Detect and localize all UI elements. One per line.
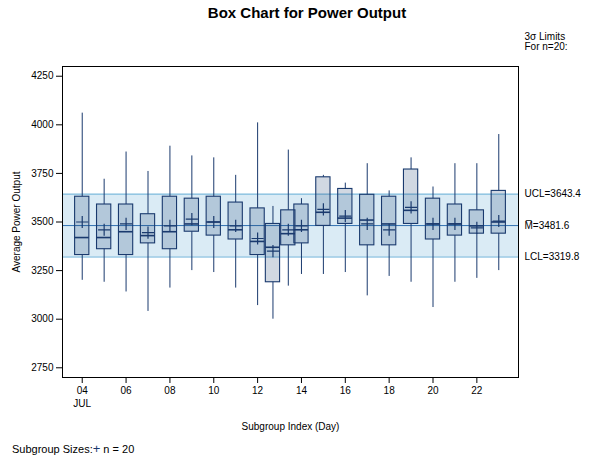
svg-text:16: 16 (340, 385, 352, 396)
html-text:Box Chart for Power Output: Box Chart for Power Output (207, 4, 407, 21)
svg-text:M̅=3481.6: M̅=3481.6 (525, 220, 570, 231)
svg-text:12: 12 (252, 385, 264, 396)
svg-text:3000: 3000 (31, 313, 54, 324)
svg-text:14: 14 (296, 385, 308, 396)
svg-text:08: 08 (164, 385, 176, 396)
svg-text:3250: 3250 (31, 265, 54, 276)
svg-text:22: 22 (471, 385, 483, 396)
svg-text:Average Power Output: Average Power Output (11, 171, 22, 272)
html-text:Subgroup Sizes:+n = 20: Subgroup Sizes:+n = 20 (12, 441, 135, 456)
svg-text:2750: 2750 (31, 362, 54, 373)
svg-text:20: 20 (427, 385, 439, 396)
svg-text:04: 04 (77, 385, 89, 396)
svg-text:JUL: JUL (73, 398, 91, 409)
svg-text:3750: 3750 (31, 168, 54, 179)
svg-text:Subgroup Index (Day): Subgroup Index (Day) (242, 421, 340, 432)
svg-text:LCL=3319.8: LCL=3319.8 (525, 251, 580, 262)
svg-text:3500: 3500 (31, 216, 54, 227)
svg-text:06: 06 (121, 385, 133, 396)
svg-text:4000: 4000 (31, 119, 54, 130)
svg-text:10: 10 (208, 385, 220, 396)
svg-text:UCL=3643.4: UCL=3643.4 (525, 188, 582, 199)
svg-text:18: 18 (384, 385, 396, 396)
svg-text:3σ LimitsFor n=20:: 3σ LimitsFor n=20: (525, 31, 568, 52)
svg-text:4250: 4250 (31, 70, 54, 81)
